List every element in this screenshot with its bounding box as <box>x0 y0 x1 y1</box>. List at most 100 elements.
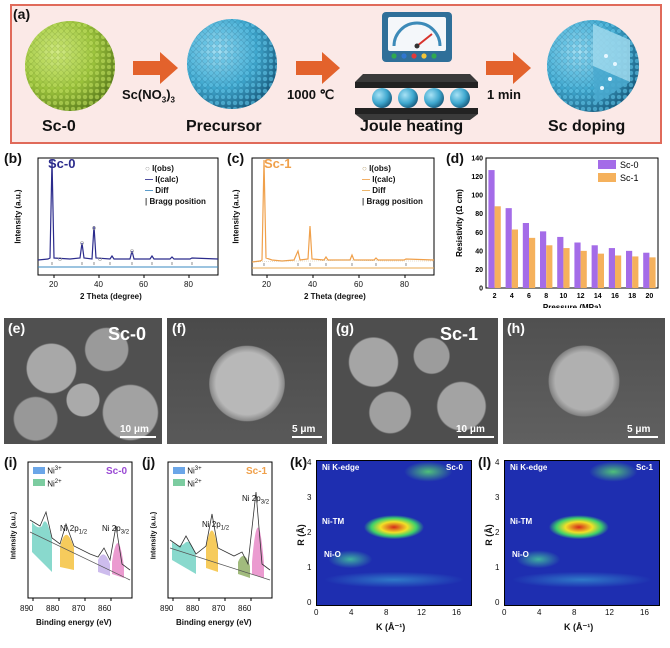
time-label: 1 min <box>487 87 521 102</box>
panel-c-xtick-40: 40 <box>308 280 317 289</box>
chart-d-ytick-100: 100 <box>471 193 483 200</box>
chart-d-xtick-16: 16 <box>611 293 619 300</box>
panel-k-xlabel: K (Å⁻¹) <box>376 622 406 632</box>
panel-l-title: Ni K-edge <box>510 463 548 472</box>
bar-sc-1-14 <box>597 253 604 288</box>
chart-d-xtick-4: 4 <box>510 293 514 300</box>
chart-d-legend-sc-1: Sc-1 <box>620 173 639 183</box>
panel-l-ytick-1: 1 <box>495 563 500 572</box>
xrd-plot-sc0 <box>37 157 219 278</box>
panel-b-sample: Sc-0 <box>48 156 76 171</box>
panel-j-legend: Ni3+ Ni2+ <box>173 464 202 489</box>
panel-b-xtick-80: 80 <box>184 280 193 289</box>
joule-heater-icon <box>355 12 478 120</box>
panel-j-peak1: Ni 2p1/2 <box>202 520 230 532</box>
step-doping: Sc doping <box>548 118 626 135</box>
step-sc0: Sc-0 <box>42 118 76 135</box>
panel-b-xtick-60: 60 <box>139 280 148 289</box>
panel-i-xtick-890: 890 <box>20 604 34 613</box>
xps-plot-sc0 <box>27 461 133 601</box>
panel-l-frame <box>504 460 660 606</box>
panel-k-ylabel: R (Å) <box>296 524 306 546</box>
panel-e-sample: Sc-0 <box>108 324 147 344</box>
bar-sc-1-8 <box>546 245 553 288</box>
sem-image-f <box>167 318 327 444</box>
panel-l-ylabel: R (Å) <box>484 524 494 546</box>
bar-sc-0-6 <box>522 223 529 288</box>
chart-d-xtick-2: 2 <box>493 293 497 300</box>
panel-k-sample: Sc-0 <box>446 463 463 472</box>
panel-e-scalebar <box>120 436 156 438</box>
bar-sc-1-18 <box>632 256 639 288</box>
precursor-sphere-icon <box>187 19 277 109</box>
panel-g-label: (g) <box>336 320 354 336</box>
panel-c-xtick-60: 60 <box>354 280 363 289</box>
panel-i-legend: Ni3+ Ni2+ <box>33 464 62 489</box>
panel-i-sample: Sc-0 <box>106 466 128 477</box>
resistivity-bar-chart: 2 4 6 8 10 12 14 16 18 20 0 20 40 60 80 100 120 140 Pressu… <box>455 156 659 308</box>
panel-k-label: (k) <box>290 454 308 470</box>
panel-j-xlabel: Binding energy (eV) <box>176 618 252 627</box>
panel-b-xlabel: 2 Theta (degree) <box>80 292 142 301</box>
panel-k-ytick-3: 3 <box>307 493 312 502</box>
panel-h-scale: 5 μm <box>627 424 651 435</box>
chart-d-ytick-40: 40 <box>475 248 483 255</box>
chart-d-xtick-20: 20 <box>646 293 654 300</box>
bar-sc-1-6 <box>529 237 536 288</box>
chart-d-ylabel: Resistivity (Ω cm) <box>455 189 464 257</box>
panel-h-scalebar <box>628 436 658 438</box>
panel-l-sample: Sc-1 <box>636 463 653 472</box>
bar-sc-1-2 <box>494 206 501 288</box>
panel-e-label: (e) <box>8 320 26 336</box>
panel-l-xtick-8: 8 <box>572 608 577 617</box>
sem-image-h <box>503 318 665 444</box>
panel-l-ytick-2: 2 <box>495 528 500 537</box>
chart-d-legend-sc-0: Sc-0 <box>620 160 639 170</box>
panel-d-label: (d) <box>446 150 464 166</box>
panel-k-xtick-8: 8 <box>384 608 389 617</box>
panel-i-peak2: Ni 2p3/2 <box>102 524 130 536</box>
chart-d-xtick-14: 14 <box>594 293 602 300</box>
panel-f-label: (f) <box>172 320 186 336</box>
xps-plot-sc1 <box>167 461 273 601</box>
chart-d-ytick-80: 80 <box>475 211 483 218</box>
panel-k-xtick-16: 16 <box>452 608 461 617</box>
bar-sc-1-10 <box>563 248 570 288</box>
chart-d-xtick-8: 8 <box>544 293 548 300</box>
panel-k-ytick-1: 1 <box>307 563 312 572</box>
panel-k-annot1: Ni-TM <box>322 517 345 526</box>
panel-a-label: (a) <box>13 6 31 22</box>
panel-j-sample: Sc-1 <box>246 466 268 477</box>
panel-j-peak2: Ni 2p3/2 <box>242 494 270 506</box>
chart-d-legend-swatch-sc-1 <box>598 173 616 182</box>
panel-l-ytick-0: 0 <box>495 598 500 607</box>
panel-j-xtick-890: 890 <box>160 604 174 613</box>
panel-h-label: (h) <box>507 320 525 336</box>
panel-l-xtick-0: 0 <box>502 608 507 617</box>
chart-d-frame <box>485 157 659 289</box>
panel-k-xtick-0: 0 <box>314 608 319 617</box>
panel-c-label: (c) <box>227 150 245 166</box>
panel-g-sample: Sc-1 <box>440 324 479 344</box>
chart-d-legend-swatch-sc-0 <box>598 160 616 169</box>
bar-sc-0-8 <box>540 231 547 288</box>
bar-sc-0-16 <box>608 248 615 288</box>
bar-sc-1-4 <box>511 229 518 288</box>
chart-d-ytick-0: 0 <box>479 286 483 293</box>
reagent-label: Sc(NO3)3 <box>122 87 175 105</box>
wavelet-map-sc0 <box>316 460 472 606</box>
chart-d-xtick-6: 6 <box>527 293 531 300</box>
panel-c-legend: ○ I(obs) — I(calc) — Diff | Bragg positi… <box>362 164 423 206</box>
panel-e-scale: 10 μm <box>120 424 149 435</box>
bar-sc-0-20 <box>643 252 650 288</box>
arrow-2-icon <box>296 52 340 84</box>
arrow-1-icon <box>133 52 178 84</box>
bar-sc-0-4 <box>505 208 512 288</box>
panel-f-scale: 5 μm <box>292 424 316 435</box>
step-joule: Joule heating <box>360 118 464 135</box>
panel-c-xlabel: 2 Theta (degree) <box>304 292 366 301</box>
panel-k-title: Ni K-edge <box>322 463 360 472</box>
wavelet-map-sc1 <box>504 460 660 606</box>
panel-g-scalebar <box>458 436 494 438</box>
panel-i-xlabel: Binding energy (eV) <box>36 618 112 627</box>
